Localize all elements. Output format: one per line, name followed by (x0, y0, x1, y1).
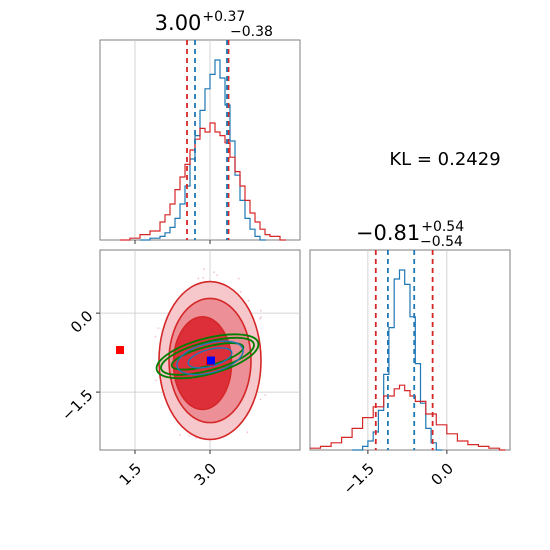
histogram-series-0 (140, 59, 266, 241)
x-tick-marks (134, 240, 211, 244)
green-contour-2 (155, 333, 260, 380)
sample-point (259, 398, 262, 401)
sample-point (260, 316, 262, 318)
sample-point (259, 317, 261, 320)
tick-marks (367, 450, 448, 454)
y-tick-label-0: 0.0 (67, 307, 97, 337)
panel-title-param2: −0.81+0.54 (356, 219, 464, 245)
sample-point (239, 290, 242, 293)
sample-point (246, 431, 249, 434)
sample-point (264, 394, 267, 396)
panel-grid (134, 40, 211, 240)
sample-point (202, 277, 205, 279)
sample-point (202, 268, 205, 271)
quantile-lines (374, 250, 434, 450)
blue-contour-0 (187, 347, 233, 369)
sample-point (237, 277, 240, 280)
histogram-series-1 (120, 122, 286, 241)
kl-annotation: KL = 0.2429 (389, 149, 500, 170)
blue-contour-1 (176, 340, 244, 376)
panel-frame (309, 249, 511, 451)
x-tick-labels: 1.5 3.0 (116, 460, 221, 490)
series-group (120, 59, 286, 241)
panel-title-param2-sub: −0.54 (420, 234, 463, 250)
sample-point (178, 434, 181, 436)
marginal-panel-param2: −1.5 0.0 −0.81+0.54 −0.54 (309, 219, 511, 498)
tick-marks (96, 312, 211, 454)
sample-point (213, 271, 216, 273)
panel-title-param1-sub: −0.38 (230, 24, 273, 40)
sample-point (154, 335, 157, 338)
marginal-panel-param1: 3.00+0.37 −0.38 (99, 9, 301, 244)
marker-0 (116, 346, 124, 354)
x-tick-label-0: 1.5 (116, 460, 146, 490)
y-tick-label-1: −1.5 (58, 386, 96, 424)
x-tick-label-1: 3.0 (191, 460, 221, 490)
blue-contours (176, 340, 244, 376)
panel-grid (367, 250, 448, 450)
sample-point (260, 309, 262, 312)
x-tick-label-1: 0.0 (427, 460, 457, 490)
series-group (310, 269, 506, 451)
sample-point (247, 299, 250, 302)
red-contour-2 (172, 316, 233, 411)
x-tick-labels: −1.5 0.0 (340, 460, 457, 498)
sample-point (197, 277, 200, 280)
quantile-lines (186, 40, 230, 240)
sample-point (216, 274, 218, 276)
sample-point (188, 435, 191, 437)
x-tick-label-0: −1.5 (340, 460, 378, 498)
histogram-series-0 (352, 269, 443, 451)
histogram-series-1 (310, 384, 506, 451)
marker-2 (207, 356, 215, 365)
sample-point (157, 327, 160, 329)
sample-point (155, 379, 157, 382)
panel-frame (99, 39, 301, 241)
marker-group (116, 346, 215, 366)
joint-panel: 1.5 3.0 0.0 −1.5 (58, 249, 301, 490)
y-tick-labels: 0.0 −1.5 (58, 307, 96, 424)
panel-title-param1: 3.00+0.37 (155, 9, 246, 35)
green-contour-1 (160, 336, 255, 376)
